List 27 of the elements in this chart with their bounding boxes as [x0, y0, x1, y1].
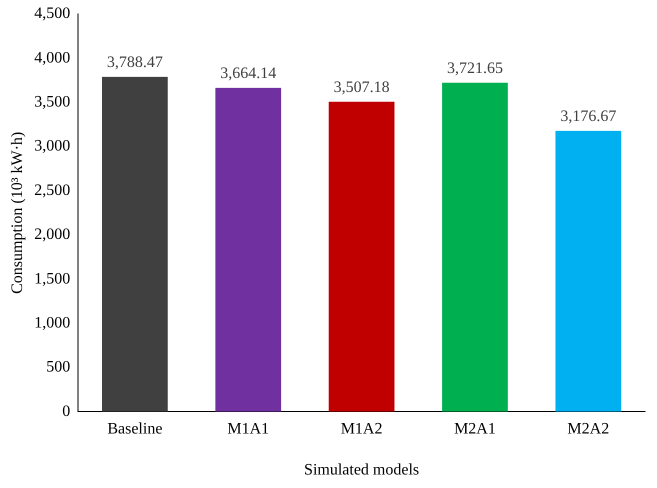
data-label: 3,664.14 — [220, 65, 276, 82]
y-tick-label: 0 — [62, 402, 70, 420]
x-tick-label: M1A2 — [340, 420, 382, 438]
x-tick-label: M1A1 — [227, 420, 270, 438]
x-axis-title: Simulated models — [304, 462, 420, 479]
bar — [555, 130, 622, 412]
data-label: 3,507.18 — [334, 78, 390, 96]
data-label: 3,721.65 — [446, 60, 503, 77]
y-tick-label: 4,000 — [34, 49, 70, 66]
bar — [215, 88, 282, 412]
y-tick-label: 3,000 — [34, 138, 70, 155]
y-tick-label: 2,500 — [34, 182, 70, 199]
data-label: 3,788.47 — [106, 54, 163, 72]
y-tick-label: 1,000 — [34, 314, 70, 332]
x-tick-label: Baseline — [107, 420, 162, 438]
bar — [328, 102, 394, 412]
y-tick-label: 2,000 — [34, 226, 70, 244]
y-tick-label: 1,500 — [34, 270, 70, 288]
x-tick-label: M2A1 — [454, 420, 496, 438]
y-tick-label: 500 — [46, 358, 70, 376]
x-tick-label: M2A2 — [567, 420, 610, 438]
data-label: 3,176.67 — [560, 108, 616, 126]
bar — [102, 76, 168, 412]
y-tick-label: 4,500 — [34, 5, 70, 22]
y-axis-title: Consumption (10³ kW·h) — [8, 132, 26, 294]
y-tick-label: 3,500 — [34, 94, 70, 111]
bar — [442, 82, 508, 412]
